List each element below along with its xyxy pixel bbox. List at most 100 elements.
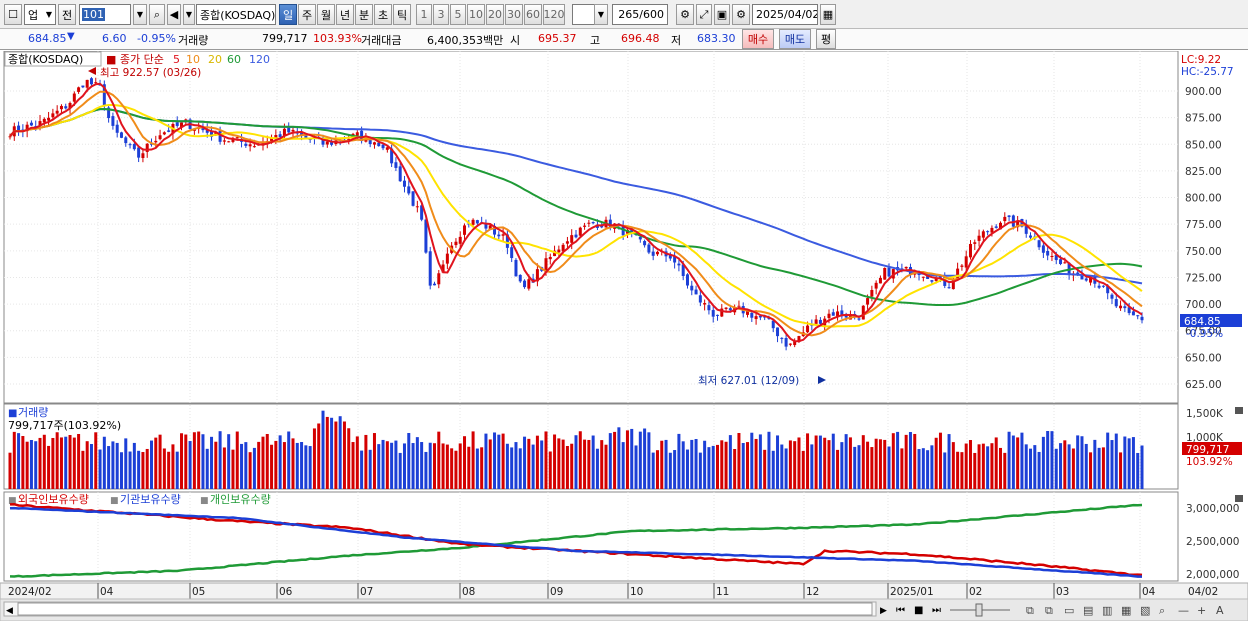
date-field[interactable]: 2025/04/02 — [752, 4, 818, 25]
zoom-slider-thumb[interactable] — [975, 603, 983, 617]
sell-button[interactable]: 매도 — [779, 29, 811, 49]
candle-body — [1136, 315, 1140, 317]
candle-body — [600, 225, 604, 228]
plus-icon: + — [1197, 604, 1206, 617]
candle-body — [1024, 225, 1028, 234]
candle-body — [994, 226, 998, 228]
scrollbar-thumb[interactable] — [17, 602, 873, 616]
interval-button-60[interactable]: 60 — [524, 4, 542, 25]
candle-body — [89, 78, 93, 85]
volume-bar — [64, 436, 68, 489]
period-tab-3[interactable]: 년 — [336, 4, 354, 25]
chevron-down-icon[interactable]: ▼ — [594, 4, 608, 25]
zoom-icon[interactable]: ⤢ — [696, 4, 712, 25]
speaker-icon[interactable]: ◀ — [167, 4, 181, 25]
volume-bar — [222, 447, 226, 489]
volume-axis-label: 1,500K — [1186, 408, 1224, 420]
hc-label: HC:-25.77 — [1181, 66, 1234, 78]
candle-body — [244, 143, 248, 146]
period-tab-1[interactable]: 주 — [298, 4, 316, 25]
interval-button-10[interactable]: 10 — [467, 4, 485, 25]
stock-chart[interactable]: 900.00 875.00 850.00 825.00 800.00 775.00 750.… — [0, 51, 1248, 621]
volume-bar — [801, 450, 805, 489]
down-triangle-icon: ▼ — [67, 31, 75, 42]
panel-close-icon[interactable] — [1235, 407, 1243, 414]
candle-body — [1003, 216, 1007, 222]
candle-body — [278, 134, 282, 137]
high-value: 696.48 — [621, 32, 660, 45]
volume-bar — [317, 423, 321, 489]
period-tab-5[interactable]: 초 — [374, 4, 392, 25]
candle-body — [861, 305, 865, 320]
prev-button[interactable]: 전 — [58, 4, 76, 25]
code-input[interactable]: 101 — [79, 4, 131, 25]
buy-button[interactable]: 매수 — [742, 29, 774, 49]
volume-bar — [201, 434, 205, 489]
period-tab-0[interactable]: 일 — [279, 4, 297, 25]
volume-bar — [1101, 447, 1105, 489]
interval-button-3[interactable]: 3 — [433, 4, 449, 25]
volume-bar — [630, 428, 634, 489]
y-tick-label: 825.00 — [1185, 166, 1222, 178]
candle-body — [685, 274, 689, 286]
candle-body — [814, 319, 818, 324]
volume-bar — [25, 441, 29, 489]
candle-body — [570, 235, 574, 243]
candle-body — [210, 130, 214, 137]
volume-bar — [21, 436, 25, 489]
volume-bar — [475, 448, 479, 489]
interval-button-30[interactable]: 30 — [505, 4, 523, 25]
volume-bar — [497, 434, 501, 489]
volume-bar — [287, 431, 291, 489]
volume-bar — [321, 410, 325, 489]
volume-bar — [231, 449, 235, 489]
search-icon[interactable]: ⌕ — [149, 4, 165, 25]
candle-body — [999, 222, 1002, 230]
volume-bar — [1029, 448, 1033, 489]
volume-bar — [278, 435, 282, 489]
interval-button-120[interactable]: 120 — [543, 4, 565, 25]
candle-body — [874, 282, 878, 289]
period-tab-2[interactable]: 월 — [317, 4, 335, 25]
chevron-down-icon[interactable]: ▼ — [183, 4, 195, 25]
volume-bar — [248, 452, 252, 489]
x-axis-label: 10 — [630, 586, 643, 598]
volume-bar — [638, 431, 642, 489]
market-select[interactable]: 업 ▼ — [24, 4, 56, 25]
volume-bar — [312, 428, 316, 489]
candle-body — [235, 137, 239, 139]
candle-body — [1114, 299, 1118, 307]
volume-bar — [398, 452, 402, 489]
save-icon[interactable]: ▣ — [714, 4, 730, 25]
interval-button-20[interactable]: 20 — [486, 4, 504, 25]
volume-bar — [977, 444, 981, 489]
volume-bar — [994, 437, 998, 489]
candle-body — [934, 277, 938, 281]
volume-bar — [600, 440, 604, 489]
interval-button-1[interactable]: 1 — [416, 4, 432, 25]
candle-body — [638, 236, 642, 240]
volume-bar — [690, 439, 694, 489]
interval-button-5[interactable]: 5 — [450, 4, 466, 25]
volume-bar — [394, 440, 398, 489]
volume-bar — [81, 450, 85, 489]
volume-bar — [1140, 445, 1144, 489]
gear-icon[interactable]: ⚙ — [732, 4, 750, 25]
candle-body — [621, 226, 625, 236]
amount-label: 거래대금 — [361, 34, 402, 47]
candle-body — [282, 128, 286, 136]
checkbox-icon[interactable]: ☐ — [4, 4, 22, 25]
panel-close-icon[interactable] — [1235, 495, 1243, 502]
volume-label: 거래량 — [178, 34, 209, 47]
period-tab-4[interactable]: 분 — [355, 4, 373, 25]
avg-button[interactable]: 평 — [816, 29, 836, 49]
period-tab-6[interactable]: 틱 — [393, 4, 411, 25]
chart-settings-icon[interactable]: ⚙ — [676, 4, 694, 25]
volume-bar — [274, 440, 278, 489]
calendar-icon[interactable]: ▦ — [820, 4, 836, 25]
count-field[interactable]: 265/600 — [612, 4, 668, 25]
candle-body — [690, 285, 694, 291]
volume-bar — [162, 448, 166, 489]
volume-bar — [342, 421, 346, 489]
chevron-down-icon[interactable]: ▼ — [133, 4, 147, 25]
